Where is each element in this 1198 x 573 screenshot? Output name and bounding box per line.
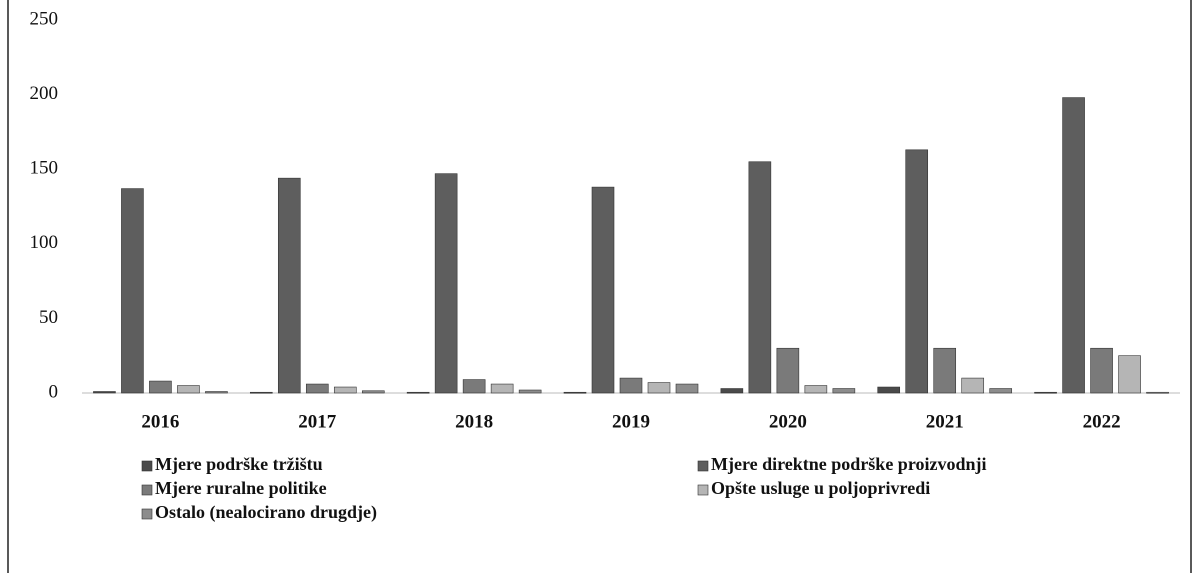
bar	[462, 379, 486, 394]
legend-label: Mjere ruralne politike	[155, 478, 327, 498]
chart-frame	[7, 0, 1192, 573]
legend-swatch	[697, 460, 709, 472]
bar	[361, 390, 385, 394]
bar	[177, 385, 200, 394]
bar	[249, 391, 273, 394]
bar	[121, 188, 144, 394]
bar	[804, 385, 828, 394]
bar	[434, 173, 458, 394]
bar	[1062, 97, 1085, 394]
bar	[619, 377, 643, 394]
legend-swatch	[141, 508, 153, 520]
bar	[490, 383, 514, 394]
y-tick-label: 0	[49, 381, 59, 402]
x-tick-label: 2020	[769, 411, 807, 432]
legend-label: Mjere direktne podrške proizvodnji	[711, 454, 987, 474]
bar	[563, 391, 587, 394]
bar	[748, 161, 772, 394]
x-tick-label: 2017	[298, 411, 337, 432]
y-tick-label: 150	[30, 158, 59, 179]
bar	[989, 388, 1013, 394]
bar	[205, 391, 228, 394]
bar	[720, 388, 744, 394]
bar	[1118, 355, 1141, 394]
bar	[961, 377, 985, 394]
y-tick-label: 250	[30, 8, 59, 29]
bar	[149, 380, 172, 394]
bar	[1034, 391, 1057, 394]
legend-label: Opšte usluge u poljoprivredi	[711, 478, 930, 498]
bar	[832, 388, 856, 394]
bar	[277, 177, 301, 394]
bar	[647, 382, 671, 394]
x-tick-label: 2019	[612, 411, 650, 432]
x-tick-label: 2021	[926, 411, 964, 432]
bar	[518, 389, 542, 394]
legend-label: Mjere podrške tržištu	[155, 454, 323, 474]
legend-swatch	[141, 484, 153, 496]
bar	[93, 391, 116, 394]
legend-swatch	[697, 484, 709, 496]
x-tick-label: 2018	[455, 411, 493, 432]
x-tick-label: 2022	[1083, 411, 1121, 432]
legend-swatch	[141, 460, 153, 472]
bar	[776, 347, 800, 394]
bar	[1146, 391, 1169, 394]
bar	[333, 386, 357, 394]
bar	[675, 383, 699, 394]
bar	[406, 391, 430, 394]
x-tick-label: 2016	[141, 411, 179, 432]
bar	[877, 386, 901, 394]
bar	[305, 383, 329, 394]
bar	[905, 149, 929, 394]
y-tick-label: 50	[39, 307, 58, 328]
legend-label: Ostalo (nealocirano drugdje)	[155, 502, 377, 523]
y-tick-label: 200	[30, 83, 59, 104]
y-tick-label: 100	[30, 232, 59, 253]
bar	[1090, 347, 1113, 394]
bar	[591, 186, 615, 394]
bar	[933, 347, 957, 394]
